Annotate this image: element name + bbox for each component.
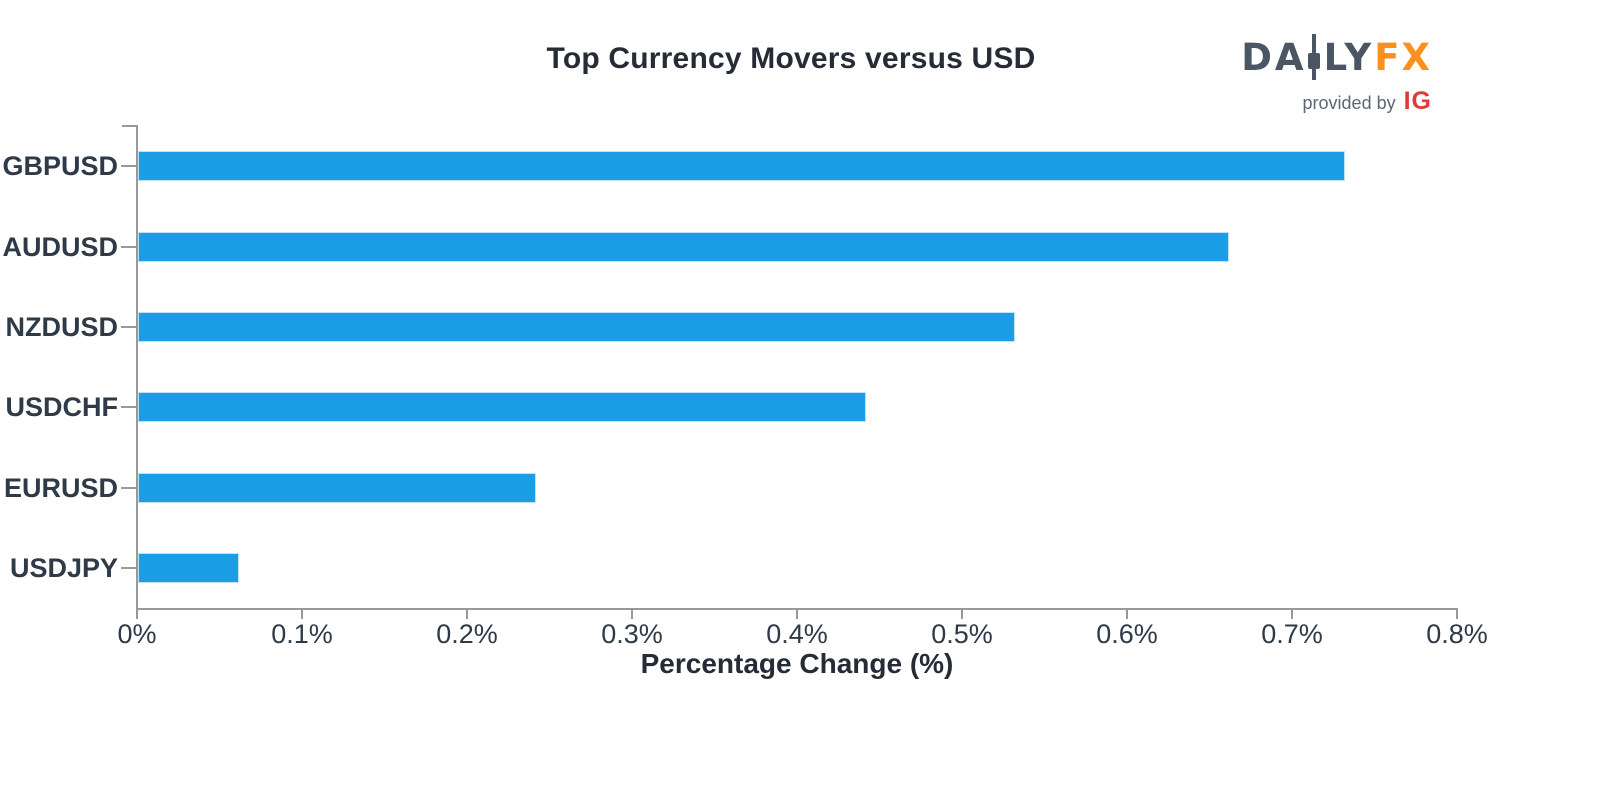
dailyfx-wordmark: DA LY FX — [1241, 34, 1432, 80]
bar-audusd — [138, 231, 1229, 262]
y-axis-tick — [121, 566, 137, 569]
bar-eurusd — [138, 472, 536, 503]
y-axis-tick — [121, 245, 137, 248]
x-axis-tick-label: 0.5% — [931, 619, 993, 649]
y-axis-tick — [121, 486, 137, 489]
bar-gbpusd — [138, 151, 1345, 182]
page-title: Top Currency Movers versus USD — [546, 42, 1036, 75]
x-axis-tick-label: 0.2% — [436, 619, 498, 649]
x-axis-tick — [466, 610, 468, 619]
dailyfx-logo: DA LY FX provided by IG — [1241, 34, 1432, 116]
x-axis-tick — [1456, 610, 1458, 619]
x-axis-tick-label: 0% — [117, 619, 157, 649]
x-axis-tick-label: 0.6% — [1096, 619, 1158, 649]
y-axis-line — [136, 126, 138, 610]
logo-text-da: DA — [1241, 35, 1307, 79]
logo-text-ly: LY — [1323, 35, 1375, 79]
y-axis-label-usdjpy: USDJPY — [9, 552, 118, 583]
y-axis-label-audusd: AUDUSD — [2, 231, 118, 262]
x-axis-tick — [796, 610, 798, 619]
x-axis-line — [136, 608, 1458, 610]
x-axis-tick — [961, 610, 963, 619]
x-axis-tick — [1291, 610, 1293, 619]
y-axis-top-cap — [122, 125, 138, 127]
provided-by-row: provided by IG — [1241, 87, 1432, 116]
x-axis-tick-label: 0.1% — [271, 619, 333, 649]
x-axis-tick-label: 0.7% — [1261, 619, 1323, 649]
candlestick-body — [1307, 53, 1320, 69]
x-axis-tick — [136, 610, 138, 619]
y-axis-label-nzdusd: NZDUSD — [5, 311, 119, 342]
x-axis-tick-label: 0.8% — [1426, 619, 1488, 649]
x-axis-tick — [1126, 610, 1128, 619]
x-axis-tick-label: 0.4% — [766, 619, 828, 649]
x-axis-title: Percentage Change (%) — [640, 648, 954, 679]
y-axis-tick — [121, 325, 137, 328]
x-axis-tick — [631, 610, 633, 619]
y-axis-tick — [121, 406, 137, 409]
y-axis-label-eurusd: EURUSD — [3, 472, 118, 503]
y-axis-label-gbpusd: GBPUSD — [2, 151, 118, 182]
bar-nzdusd — [138, 311, 1015, 342]
provided-by-label: provided by — [1302, 93, 1396, 113]
logo-text-fx: FX — [1374, 35, 1432, 79]
bar-usdchf — [138, 392, 866, 423]
y-axis-label-usdchf: USDCHF — [5, 392, 119, 423]
x-axis-tick-label: 0.3% — [601, 619, 663, 649]
bar-usdjpy — [138, 552, 239, 583]
ig-logo: IG — [1403, 87, 1432, 115]
candlestick-icon — [1307, 34, 1320, 80]
x-axis-tick — [301, 610, 303, 619]
y-axis-tick — [121, 165, 137, 168]
